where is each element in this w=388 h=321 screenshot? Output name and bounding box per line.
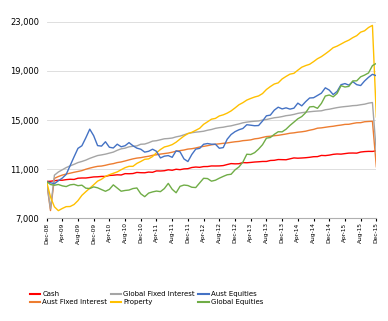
Legend: Cash, Aust Fixed Interest, Global Fixed Interest, Property, Aust Equities, Globa: Cash, Aust Fixed Interest, Global Fixed …	[27, 289, 266, 308]
